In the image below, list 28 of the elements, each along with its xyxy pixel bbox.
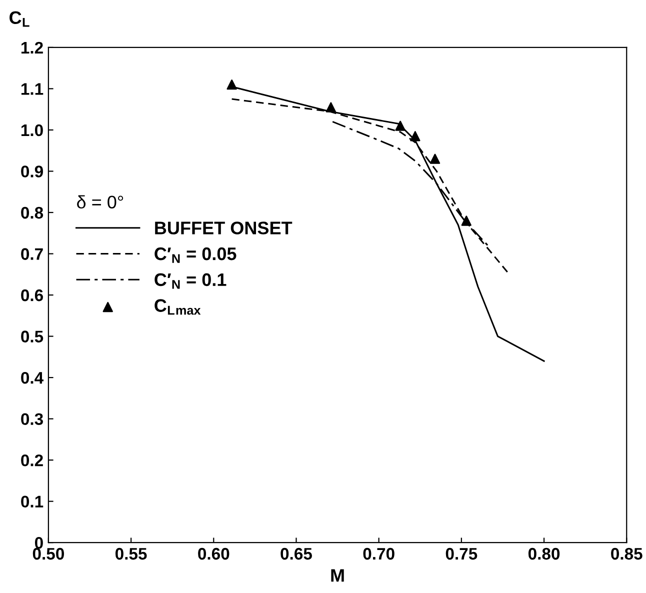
legend-title: δ = 0° xyxy=(77,195,124,209)
x-tick-label: 0.60 xyxy=(198,548,230,560)
y-tick-label: 1.2 xyxy=(21,42,43,54)
x-tick-label: 0.85 xyxy=(611,548,642,560)
x-tick-label: 0.75 xyxy=(446,548,478,560)
legend-label: C′$_{N}$ = 0.05 xyxy=(154,247,236,263)
y-tick-label: 0.9 xyxy=(21,166,43,178)
x-tick-label: 0.80 xyxy=(528,548,560,560)
y-tick-label: 0.6 xyxy=(21,289,43,302)
y-tick-label: 0.2 xyxy=(21,454,43,466)
y-tick-label: 0.7 xyxy=(21,248,43,260)
legend-label: BUFFET ONSET xyxy=(155,222,292,234)
y-tick-label: 0.8 xyxy=(21,206,44,219)
y-tick-label: 0.3 xyxy=(21,413,43,426)
y-tick-label: 0.5 xyxy=(21,330,44,342)
y-tick-label: 1.0 xyxy=(21,124,43,136)
legend-label: C$_{Lmax}$ xyxy=(154,299,201,315)
y-axis-title: C$_{L}$ xyxy=(10,11,30,27)
x-tick-label: 0.50 xyxy=(32,548,64,560)
x-tick-label: 0.70 xyxy=(363,548,394,560)
y-tick-label: 0.1 xyxy=(21,496,44,508)
x-tick-label: 0.55 xyxy=(115,548,147,560)
legend-label: C′$_{N}$ = 0.1 xyxy=(154,273,226,289)
x-axis-title: M xyxy=(331,569,344,582)
x-tick-label: 0.65 xyxy=(280,548,312,560)
y-tick-label: 0 xyxy=(34,536,43,549)
y-tick-label: 0.4 xyxy=(21,372,44,384)
y-tick-label: 1.1 xyxy=(21,83,44,95)
